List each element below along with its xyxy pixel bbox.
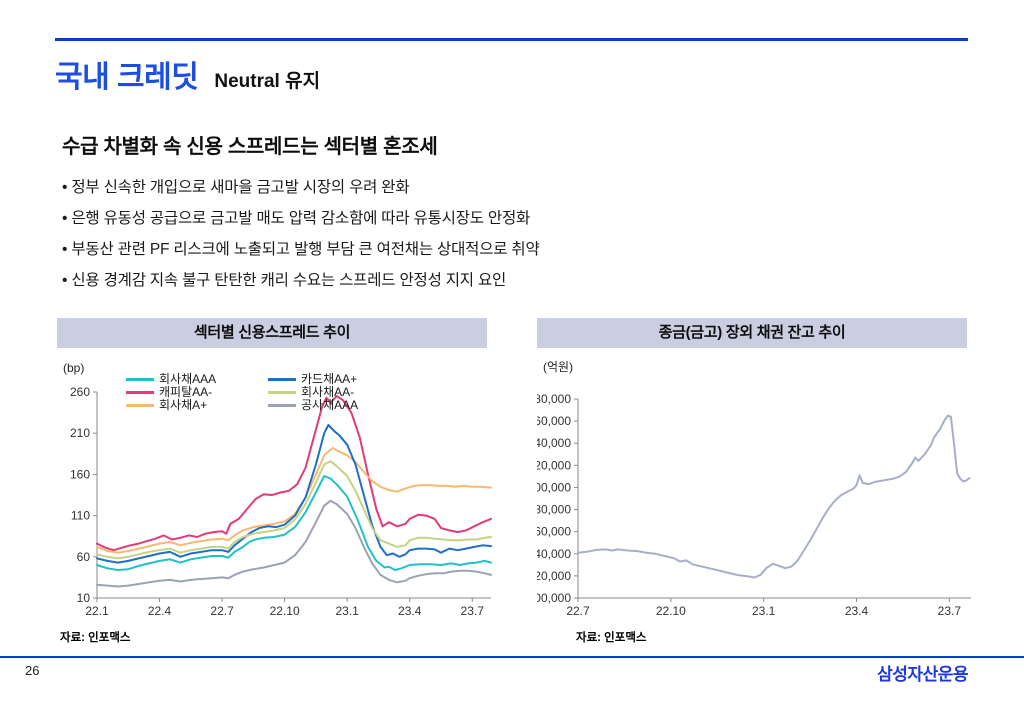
x-tick-label: 23.7 — [461, 604, 485, 618]
y-tick-label: 480,000 — [537, 503, 571, 517]
legend-item: 회사채A+ — [126, 399, 268, 412]
bond-balance-chart: 400,000 420,000 440,000 460,000 480,000 500,0… — [537, 360, 971, 618]
legend-swatch — [126, 378, 154, 381]
legend-swatch — [126, 404, 154, 407]
x-tick-label: 22.1 — [85, 604, 109, 618]
bullet-item: 부동산 관련 PF 리스크에 노출되고 발행 부담 큰 여전채는 상대적으로 취… — [62, 234, 539, 265]
x-tick-label: 23.1 — [752, 604, 776, 618]
y-tick-label: 440,000 — [537, 547, 571, 561]
series-line — [96, 395, 492, 552]
left-chart-source: 자료: 인포맥스 — [60, 632, 131, 644]
y-tick-label: 520,000 — [537, 458, 571, 472]
series-line — [96, 424, 492, 564]
legend-item: 회사채AAA — [126, 373, 268, 386]
x-tick-label: 22.10 — [656, 604, 686, 618]
footer-divider-rule — [0, 656, 1024, 658]
credit-spread-chart: 10 60 110 160 210 260 22.1 22.4 22.7 22.10 23.1 23.… — [63, 361, 492, 618]
y-tick-label: 460,000 — [537, 525, 571, 539]
page-title: 국내 크레딧 — [55, 61, 199, 94]
legend-label: 회사채A+ — [159, 398, 208, 412]
legend-item: 공사채AAA — [268, 399, 358, 412]
legend-swatch — [268, 391, 296, 394]
x-tick-label: 22.7 — [210, 604, 234, 618]
y-tick-label: 160 — [70, 467, 90, 481]
y-tick-label: 540,000 — [537, 436, 571, 450]
legend-label: 공사채AAA — [301, 398, 359, 412]
page-number: 26 — [25, 663, 40, 678]
y-tick-label: 60 — [77, 550, 91, 564]
series-line — [96, 499, 492, 588]
right-chart-source: 자료: 인포맥스 — [576, 632, 647, 644]
bullet-list: 정부 신속한 개입으로 새마을 금고발 시장의 우려 완화은행 유동성 공급으로… — [62, 172, 540, 296]
bullet-item: 신용 경계감 지속 불구 탄탄한 캐리 수요는 스프레드 안정성 지지 요인 — [62, 265, 540, 296]
legend-label: 캐피탈AA- — [159, 385, 213, 399]
left-chart-title: 섹터별 신용스프레드 추이 — [57, 318, 487, 348]
y-tick-label: 500,000 — [537, 480, 571, 494]
axis-unit-label: (bp) — [63, 361, 84, 375]
y-tick-label: 210 — [70, 426, 90, 440]
x-tick-label: 23.4 — [845, 604, 869, 618]
y-tick-label: 400,000 — [537, 591, 571, 605]
x-tick-label: 22.10 — [270, 604, 300, 618]
series-line — [577, 414, 971, 579]
series-line — [96, 475, 492, 571]
legend-item: 회사채AA- — [268, 386, 358, 399]
title-row: 국내 크레딧 Neutral 유지 — [55, 52, 320, 96]
y-tick-label: 110 — [71, 509, 90, 523]
top-divider-rule — [55, 38, 968, 41]
legend-swatch — [126, 391, 154, 394]
axis-unit-label: (억원) — [543, 360, 573, 374]
series-line — [96, 447, 492, 554]
section-heading: 수급 차별화 속 신용 스프레드는 섹터별 혼조세 — [62, 136, 438, 158]
y-tick-label: 260 — [70, 385, 90, 399]
legend-item: 캐피탈AA- — [126, 386, 268, 399]
x-tick-label: 22.4 — [148, 604, 172, 618]
page-title-suffix: Neutral 유지 — [214, 71, 321, 92]
bullet-item: 은행 유동성 공급으로 금고발 매도 압력 감소함에 따라 유통시장도 안정화 — [62, 203, 540, 234]
y-tick-label: 420,000 — [537, 569, 571, 583]
company-logo: 삼성자산운용 — [877, 665, 968, 684]
legend-label: 회사채AA- — [301, 385, 355, 399]
x-tick-label: 23.4 — [398, 604, 422, 618]
x-tick-label: 23.7 — [938, 604, 962, 618]
legend-label: 카드채AA+ — [301, 372, 358, 386]
y-tick-label: 560,000 — [537, 414, 571, 428]
bullet-item: 정부 신속한 개입으로 새마을 금고발 시장의 우려 완화 — [62, 172, 540, 203]
right-chart-title: 종금(금고) 장외 채권 잔고 추이 — [537, 318, 967, 348]
series-line — [96, 460, 492, 560]
x-tick-label: 22.7 — [566, 604, 590, 618]
y-tick-label: 580,000 — [537, 392, 571, 406]
legend-swatch — [268, 378, 296, 381]
legend-item: 카드채AA+ — [268, 373, 358, 386]
legend-swatch — [268, 404, 296, 407]
chart-legend: 회사채AAA 카드채AA+ 캐피탈AA- 회사채AA- 회사채A+ 공사채AAA — [126, 373, 358, 412]
legend-label: 회사채AAA — [159, 372, 217, 386]
x-tick-label: 23.1 — [335, 604, 359, 618]
y-tick-label: 10 — [77, 591, 91, 605]
